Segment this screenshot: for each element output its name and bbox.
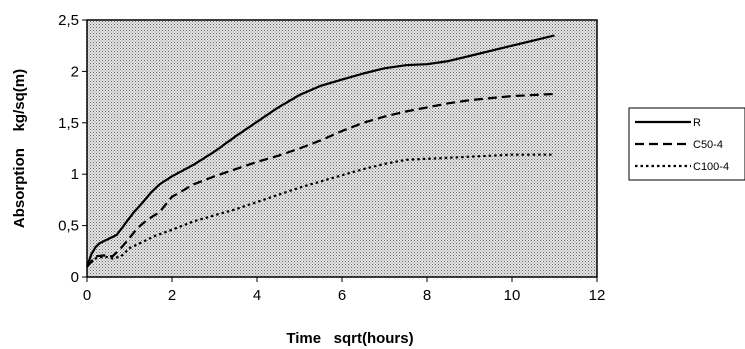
- x-tick-label: 4: [253, 287, 261, 304]
- x-tick-label: 8: [423, 287, 431, 304]
- x-axis-title: Time sqrt(hours): [286, 330, 413, 347]
- legend-label-c50-4: C50-4: [693, 139, 723, 151]
- x-tick-label: 2: [168, 287, 176, 304]
- plot-area: [86, 19, 598, 278]
- series-lines: [85, 34, 555, 268]
- legend: R C50-4 C100-4: [628, 107, 745, 181]
- y-tick-label: 2,5: [58, 12, 79, 29]
- x-tick-label: 0: [83, 287, 91, 304]
- axis-ticks: 0 2 4 6 8 10 12 0 0,5 1 1,5 2 2,5: [58, 12, 605, 304]
- legend-label-c100-4: C100-4: [693, 161, 729, 173]
- x-tick-label: 10: [504, 287, 521, 304]
- y-tick-label: 2: [71, 63, 79, 80]
- series-line-c100-4: [86, 153, 555, 268]
- x-tick-label: 12: [589, 287, 606, 304]
- y-tick-label: 1: [71, 166, 79, 183]
- y-axis-title: Absorption kg/sq(m): [11, 69, 28, 228]
- series-line-r: [85, 34, 555, 268]
- legend-label-r: R: [693, 117, 701, 129]
- x-tick-label: 6: [338, 287, 346, 304]
- series-line-c50-4: [86, 92, 555, 268]
- legend-box: [628, 107, 745, 181]
- y-tick-label: 0: [71, 269, 79, 286]
- y-tick-label: 0,5: [58, 218, 79, 235]
- y-tick-label: 1,5: [58, 115, 79, 132]
